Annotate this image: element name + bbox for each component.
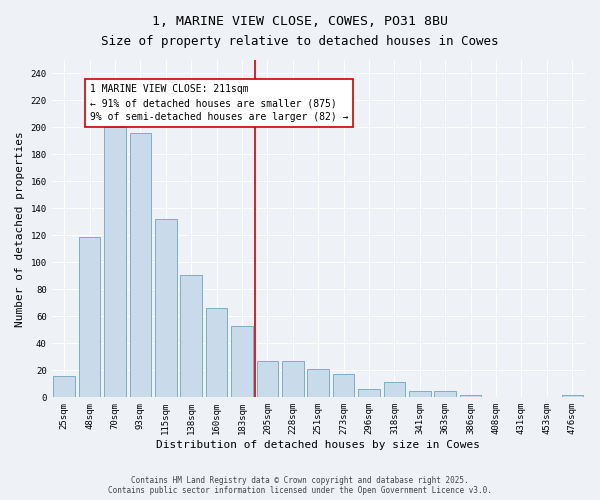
Bar <box>434 390 456 398</box>
Bar <box>358 389 380 398</box>
Bar <box>181 274 202 398</box>
Text: 1 MARINE VIEW CLOSE: 211sqm
← 91% of detached houses are smaller (875)
9% of sem: 1 MARINE VIEW CLOSE: 211sqm ← 91% of det… <box>89 84 348 122</box>
Bar <box>206 308 227 398</box>
Bar <box>155 219 176 398</box>
Bar <box>79 237 100 398</box>
Bar <box>307 369 329 398</box>
Bar <box>333 374 355 398</box>
Text: Contains HM Land Registry data © Crown copyright and database right 2025.
Contai: Contains HM Land Registry data © Crown c… <box>108 476 492 495</box>
Bar <box>130 133 151 398</box>
Bar <box>104 128 126 398</box>
Bar <box>257 361 278 398</box>
Text: Size of property relative to detached houses in Cowes: Size of property relative to detached ho… <box>101 35 499 48</box>
Bar <box>562 394 583 398</box>
Bar <box>282 361 304 398</box>
Bar <box>231 326 253 398</box>
Bar <box>53 376 75 398</box>
X-axis label: Distribution of detached houses by size in Cowes: Distribution of detached houses by size … <box>156 440 480 450</box>
Text: 1, MARINE VIEW CLOSE, COWES, PO31 8BU: 1, MARINE VIEW CLOSE, COWES, PO31 8BU <box>152 15 448 28</box>
Bar <box>383 382 405 398</box>
Bar <box>460 394 481 398</box>
Bar <box>409 390 431 398</box>
Y-axis label: Number of detached properties: Number of detached properties <box>15 131 25 326</box>
